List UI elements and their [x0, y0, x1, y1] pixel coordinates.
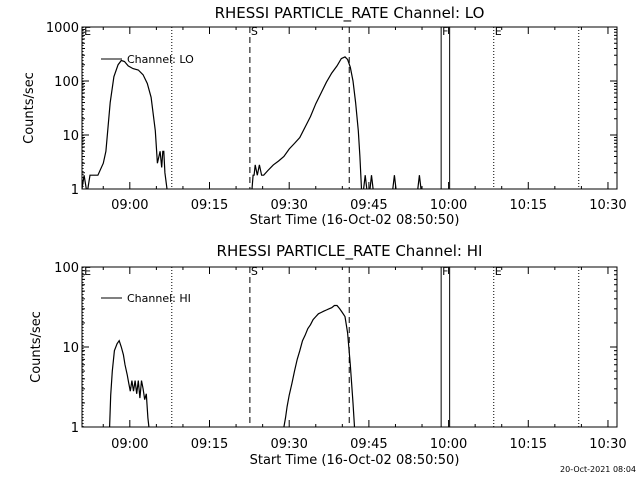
event-marker-label: S: [251, 265, 258, 278]
x-tick-label: 10:30: [589, 437, 626, 452]
y-tick-label: 1000: [46, 21, 79, 36]
y-tick-label: 1: [71, 183, 79, 198]
x-tick-label: 10:30: [589, 198, 626, 213]
x-tick-label: 09:45: [350, 198, 387, 213]
y-axis-label: Counts/sec: [29, 311, 44, 383]
x-tick-label: 09:45: [350, 437, 387, 452]
legend-label: Channel: LO: [127, 53, 194, 66]
panel-hi: RHESSI PARTICLE_RATE Channel: HI 1 10 100 09…: [29, 242, 627, 468]
x-tick-label: 09:30: [270, 437, 307, 452]
chart-title: RHESSI PARTICLE_RATE Channel: LO: [215, 4, 485, 23]
y-axis-label: Counts/sec: [22, 72, 37, 144]
footer-timestamp: 20-Oct-2021 08:04: [560, 465, 636, 474]
series-line-segment: [392, 175, 397, 189]
y-tick-label: 10: [62, 341, 79, 356]
event-marker-label: S: [251, 25, 258, 38]
y-tick-label: 100: [54, 75, 79, 90]
series-line-segment: [109, 339, 150, 427]
x-tick-label: 09:00: [111, 437, 148, 452]
x-tick-label: 10:15: [510, 437, 547, 452]
x-tick-label: 10:15: [510, 198, 547, 213]
series-line-segment: [82, 59, 168, 189]
x-tick-label: 09:00: [111, 198, 148, 213]
y-tick-label: 10: [62, 129, 79, 144]
event-marker-label: E: [495, 265, 502, 278]
x-tick-label: 10:00: [430, 437, 467, 452]
event-marker-label: E: [84, 25, 91, 38]
x-tick-label: 09:15: [191, 437, 228, 452]
event-marker-label: E: [495, 25, 502, 38]
panel-lo: RHESSI PARTICLE_RATE Channel: LO 1 10 100 10…: [22, 4, 627, 228]
x-tick-label: 10:00: [430, 198, 467, 213]
chart-title: RHESSI PARTICLE_RATE Channel: HI: [217, 242, 483, 261]
series-line-segment: [283, 304, 356, 427]
series-line-segment: [417, 175, 422, 189]
x-tick-label: 09:15: [191, 198, 228, 213]
event-marker-label: F: [442, 25, 448, 38]
x-axis-label: Start Time (16-Oct-02 08:50:50): [250, 453, 460, 468]
legend-label: Channel: HI: [127, 292, 191, 305]
y-tick-label: 1: [71, 421, 79, 436]
x-tick-label: 09:30: [270, 198, 307, 213]
series-line-segment: [369, 175, 374, 189]
y-tick-label: 100: [54, 261, 79, 276]
x-axis-label: Start Time (16-Oct-02 08:50:50): [250, 213, 460, 228]
series-line-segment: [251, 56, 363, 189]
event-marker-label: F: [442, 265, 448, 278]
event-marker-label: E: [84, 265, 91, 278]
series-line-segment: [363, 175, 368, 189]
